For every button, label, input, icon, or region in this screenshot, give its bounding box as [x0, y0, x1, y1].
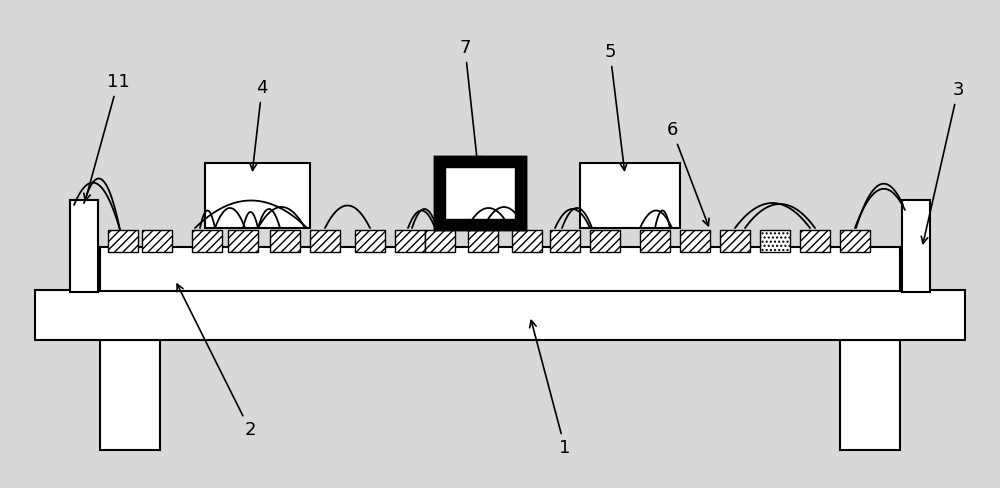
- Bar: [435, 157, 525, 229]
- Bar: [70, 200, 98, 292]
- Bar: [228, 230, 258, 252]
- Bar: [640, 230, 670, 252]
- Bar: [100, 340, 160, 450]
- Text: 11: 11: [84, 73, 129, 201]
- Bar: [355, 230, 385, 252]
- Bar: [445, 167, 515, 219]
- Text: 6: 6: [666, 121, 709, 225]
- Text: 3: 3: [921, 81, 964, 244]
- Text: 2: 2: [177, 284, 256, 439]
- Bar: [100, 247, 900, 291]
- Text: 4: 4: [250, 79, 268, 170]
- Bar: [395, 230, 425, 252]
- Bar: [840, 230, 870, 252]
- Bar: [108, 230, 138, 252]
- Bar: [310, 230, 340, 252]
- Bar: [550, 230, 580, 252]
- Text: 7: 7: [459, 39, 480, 163]
- Bar: [580, 163, 680, 228]
- Bar: [435, 157, 525, 229]
- Text: 1: 1: [530, 321, 571, 457]
- Bar: [270, 230, 300, 252]
- Text: 5: 5: [604, 43, 627, 170]
- Bar: [800, 230, 830, 252]
- Bar: [720, 230, 750, 252]
- Bar: [35, 290, 965, 340]
- Bar: [760, 230, 790, 252]
- Bar: [512, 230, 542, 252]
- Bar: [445, 167, 515, 219]
- Bar: [840, 340, 900, 450]
- Bar: [425, 230, 455, 252]
- Bar: [680, 230, 710, 252]
- Bar: [468, 230, 498, 252]
- Bar: [205, 163, 310, 228]
- Bar: [192, 230, 222, 252]
- Bar: [142, 230, 172, 252]
- Bar: [902, 200, 930, 292]
- Bar: [590, 230, 620, 252]
